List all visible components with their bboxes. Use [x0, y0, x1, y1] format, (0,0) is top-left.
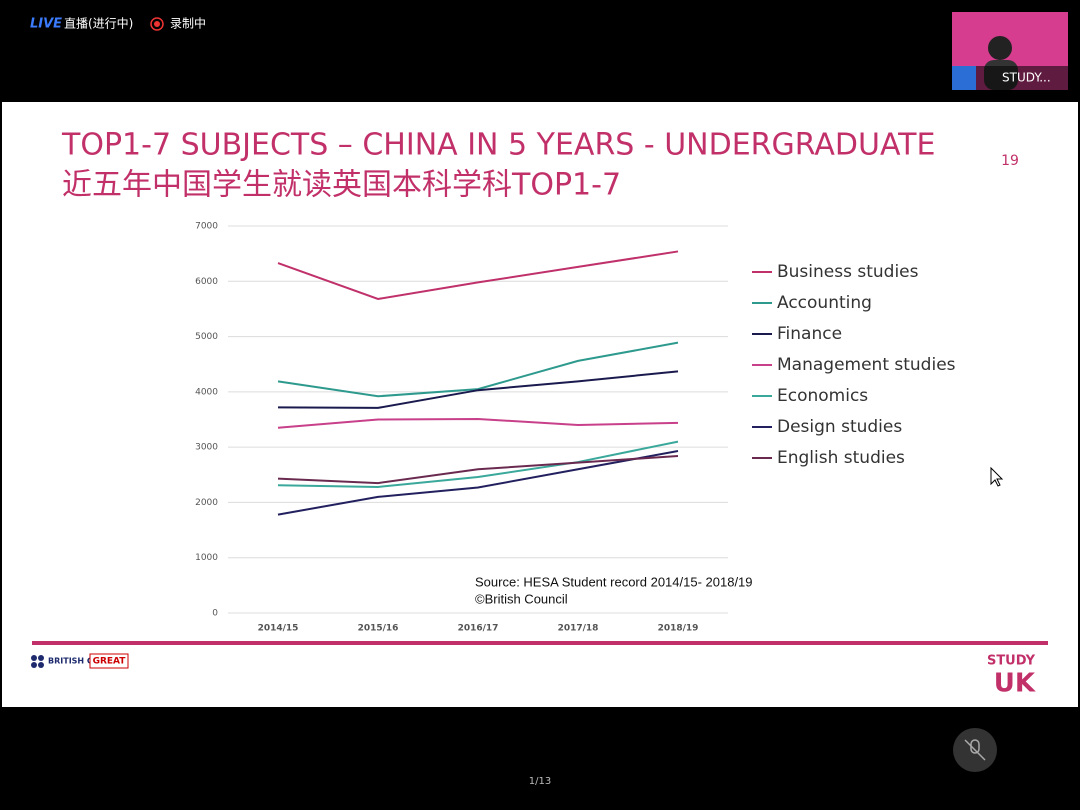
recording-status: 录制中: [170, 16, 206, 31]
slide-title: TOP1-7 SUBJECTS – CHINA IN 5 YEARS - UND…: [61, 128, 935, 163]
live-status: 直播(进行中): [64, 16, 133, 31]
x-tick-label: 2015/16: [358, 624, 399, 634]
record-dot: [154, 21, 160, 27]
series-line: [277, 370, 679, 409]
slide-number: 19: [1001, 153, 1019, 169]
y-tick-label: 1000: [195, 553, 218, 563]
name-bar: [976, 66, 1068, 90]
slide: [2, 102, 1078, 707]
x-tick-label: 2017/18: [558, 624, 599, 634]
series-line: [277, 417, 679, 429]
series-line: [277, 454, 679, 485]
legend-label: Accounting: [777, 293, 872, 313]
series-line: [277, 440, 679, 488]
x-tick-label: 2014/15: [258, 624, 299, 634]
x-tick-label: 2018/19: [658, 624, 699, 634]
page-indicator: 1/13: [529, 776, 551, 787]
source-note: Source: HESA Student record 2014/15- 201…: [475, 574, 753, 589]
presenter-name: STUDY...: [1002, 71, 1051, 85]
x-tick-label: 2016/17: [458, 624, 499, 634]
legend-label: Design studies: [777, 417, 902, 437]
cursor: [990, 466, 1004, 487]
y-tick-label: 4000: [195, 387, 218, 397]
chart: 0 1000 2000 3000 4000 5000 6000 7000 2014/15 2015…: [195, 222, 956, 634]
copyright-note: ©British Council: [475, 591, 568, 606]
y-tick-label: 7000: [195, 222, 218, 232]
bc-dots: [31, 655, 44, 668]
user-icon: [952, 66, 976, 90]
y-tick-label: 5000: [195, 332, 218, 342]
legend-label: Business studies: [777, 262, 919, 282]
series-line: [277, 250, 679, 301]
series-line: [277, 450, 679, 516]
footer-rule: [32, 641, 1048, 645]
logo-british-council: BRITISH COUNCIL: [48, 657, 127, 666]
logo-uk: UK: [994, 669, 1036, 699]
y-tick-label: 3000: [195, 443, 218, 453]
series-line: [277, 341, 679, 398]
legend-label: Economics: [777, 386, 868, 406]
presenter-video[interactable]: STUDY...: [952, 12, 1068, 90]
great-box: [89, 653, 129, 669]
y-tick-label: 6000: [195, 277, 218, 287]
legend-label: English studies: [777, 448, 905, 468]
logo-study: STUDY: [987, 654, 1036, 669]
y-tick-label: 0: [212, 609, 218, 619]
live-badge: LIVE: [30, 17, 62, 32]
legend-label: Management studies: [777, 355, 956, 375]
y-tick-label: 2000: [195, 498, 218, 508]
legend-label: Finance: [777, 324, 842, 344]
record-icon: [150, 17, 164, 31]
presenter-head: [988, 36, 1012, 60]
logo-great: GREAT: [93, 657, 127, 667]
mic-mute-slash: [964, 739, 986, 761]
slide-subtitle: 近五年中国学生就读英国本科学科TOP1-7: [62, 168, 621, 203]
